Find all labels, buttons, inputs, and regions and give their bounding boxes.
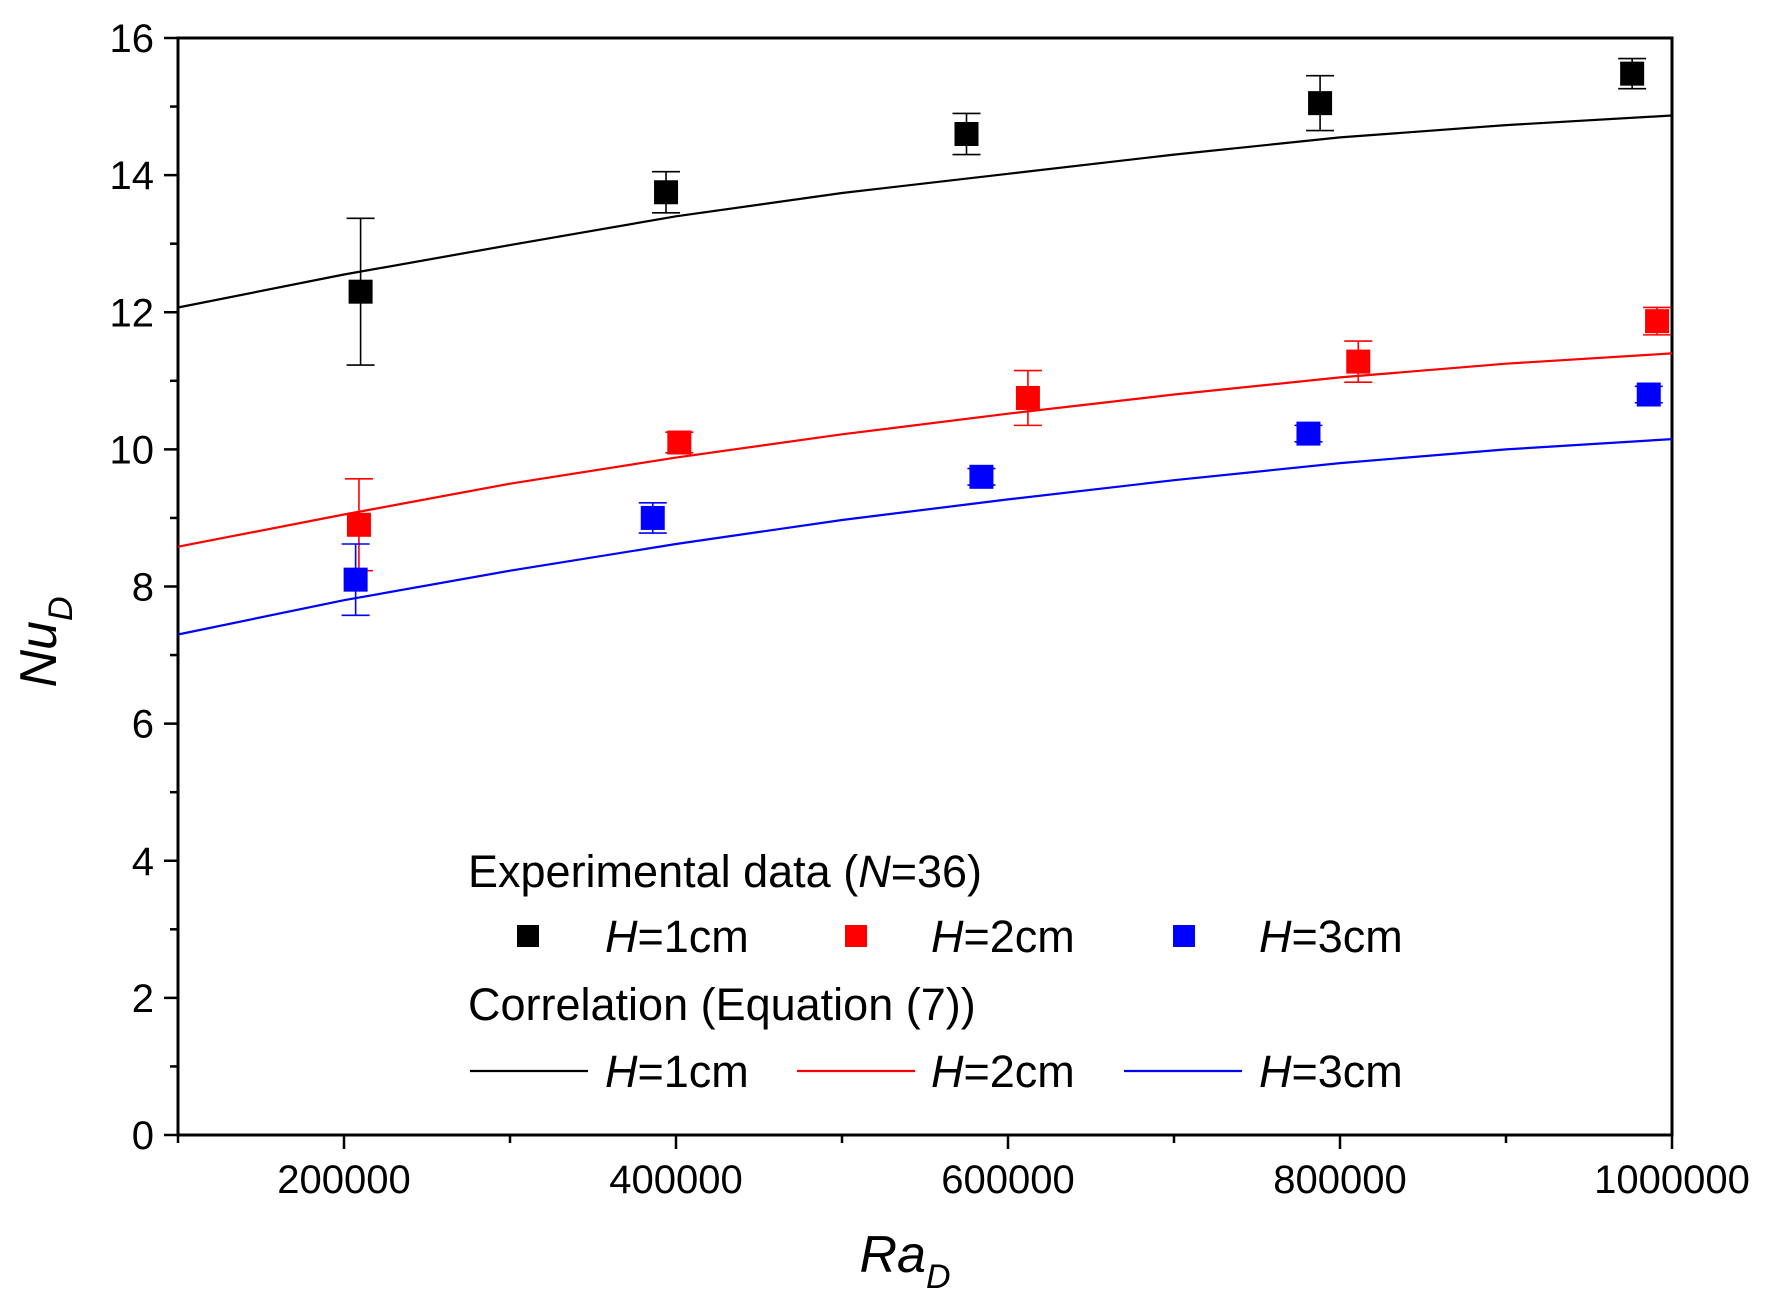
data-point-h2 [1643,306,1672,336]
square-marker [1645,309,1670,334]
legend-line-var-h1: H [605,1046,638,1097]
data-point-h2 [1344,340,1373,383]
legend-experimental-pre: Experimental data ( [468,846,858,897]
legend-marker-h1 [517,925,539,947]
x-axis-title-sub: D [926,1258,951,1296]
legend-line-val-h2: =2cm [964,1046,1075,1097]
x-tick-label: 800000 [1273,1158,1406,1202]
square-marker [667,430,692,455]
legend-marker-var-h2: H [931,911,964,962]
y-axis-title-main: Nu [10,621,68,687]
legend-line-val-h3: =3cm [1292,1046,1403,1097]
x-axis-title-main: Ra [859,1226,925,1284]
data-point-h3 [341,543,370,617]
square-marker [640,505,665,530]
data-point-h2 [1013,369,1042,427]
legend-experimental-var: N [858,846,891,897]
legend-marker-label-h3: H=3cm [1259,911,1403,962]
data-point-h3 [1634,382,1663,407]
axes: 0 2 4 6 8 10 12 14 16 200000 400000 600000 800000 100… [110,17,1750,1202]
legend-line-var-h3: H [1259,1046,1292,1097]
data-point-h1 [952,112,981,156]
x-tick-label: 1000000 [1594,1158,1750,1202]
correlation-curve-h2 [177,352,1673,548]
x-tick-label: 400000 [609,1158,742,1202]
experimental-markers [341,57,1672,617]
y-tick-label: 12 [110,291,155,335]
legend-marker-var-h3: H [1259,911,1292,962]
x-tick-label: 600000 [941,1158,1074,1202]
square-marker [1308,91,1333,116]
x-axis-title: RaD [859,1226,950,1296]
data-point-h3 [1294,421,1323,446]
square-marker [1620,61,1645,86]
legend-experimental-post: =36) [891,846,982,897]
square-marker [954,121,979,146]
y-tick-label: 16 [110,17,155,61]
y-tick-label: 4 [132,840,154,884]
correlation-curves [177,114,1673,636]
legend: Experimental data (N=36) H=1cm H=2cm H=3… [468,846,1403,1097]
y-axis-title: NuD [10,596,80,687]
legend-correlation-title: Correlation (Equation (7)) [468,979,976,1030]
legend-marker-label-h1: H=1cm [605,911,749,962]
legend-line-label-h2: H=2cm [931,1046,1075,1097]
square-marker [348,279,373,304]
y-tick-label: 14 [110,154,155,198]
legend-line-val-h1: =1cm [638,1046,749,1097]
square-marker [343,567,368,592]
data-point-h1 [652,170,681,214]
legend-line-var-h2: H [931,1046,964,1097]
legend-marker-h2 [845,925,867,947]
y-tick-label: 2 [132,977,154,1021]
y-axis-title-sub: D [42,596,80,621]
y-tick-label: 0 [132,1114,154,1158]
square-marker [346,512,371,537]
y-tick-label: 8 [132,566,154,610]
legend-marker-h3 [1173,925,1195,947]
data-point-h1 [1618,57,1647,90]
y-tick-label: 10 [110,428,155,472]
data-point-h1 [1306,74,1335,132]
data-point-h2 [665,430,694,455]
legend-marker-var-h1: H [605,911,638,962]
data-point-h1 [346,217,375,366]
square-marker [1015,385,1040,410]
legend-marker-val-h1: =1cm [638,911,749,962]
square-marker [1346,349,1371,374]
legend-marker-label-h2: H=2cm [931,911,1075,962]
legend-marker-val-h2: =2cm [964,911,1075,962]
correlation-curve-h3 [177,438,1673,636]
square-marker [1636,382,1661,407]
legend-experimental-title: Experimental data (N=36) [468,846,982,897]
legend-line-label-h3: H=3cm [1259,1046,1403,1097]
square-marker [1296,421,1321,446]
data-point-h2 [344,478,373,572]
square-marker [654,180,679,205]
square-marker [969,464,994,489]
y-tick-label: 6 [132,703,154,747]
x-tick-label: 200000 [277,1158,410,1202]
data-point-h3 [967,464,996,489]
correlation-curve-h1 [177,114,1673,309]
data-point-h3 [638,502,667,534]
legend-marker-val-h3: =3cm [1292,911,1403,962]
legend-line-label-h1: H=1cm [605,1046,749,1097]
